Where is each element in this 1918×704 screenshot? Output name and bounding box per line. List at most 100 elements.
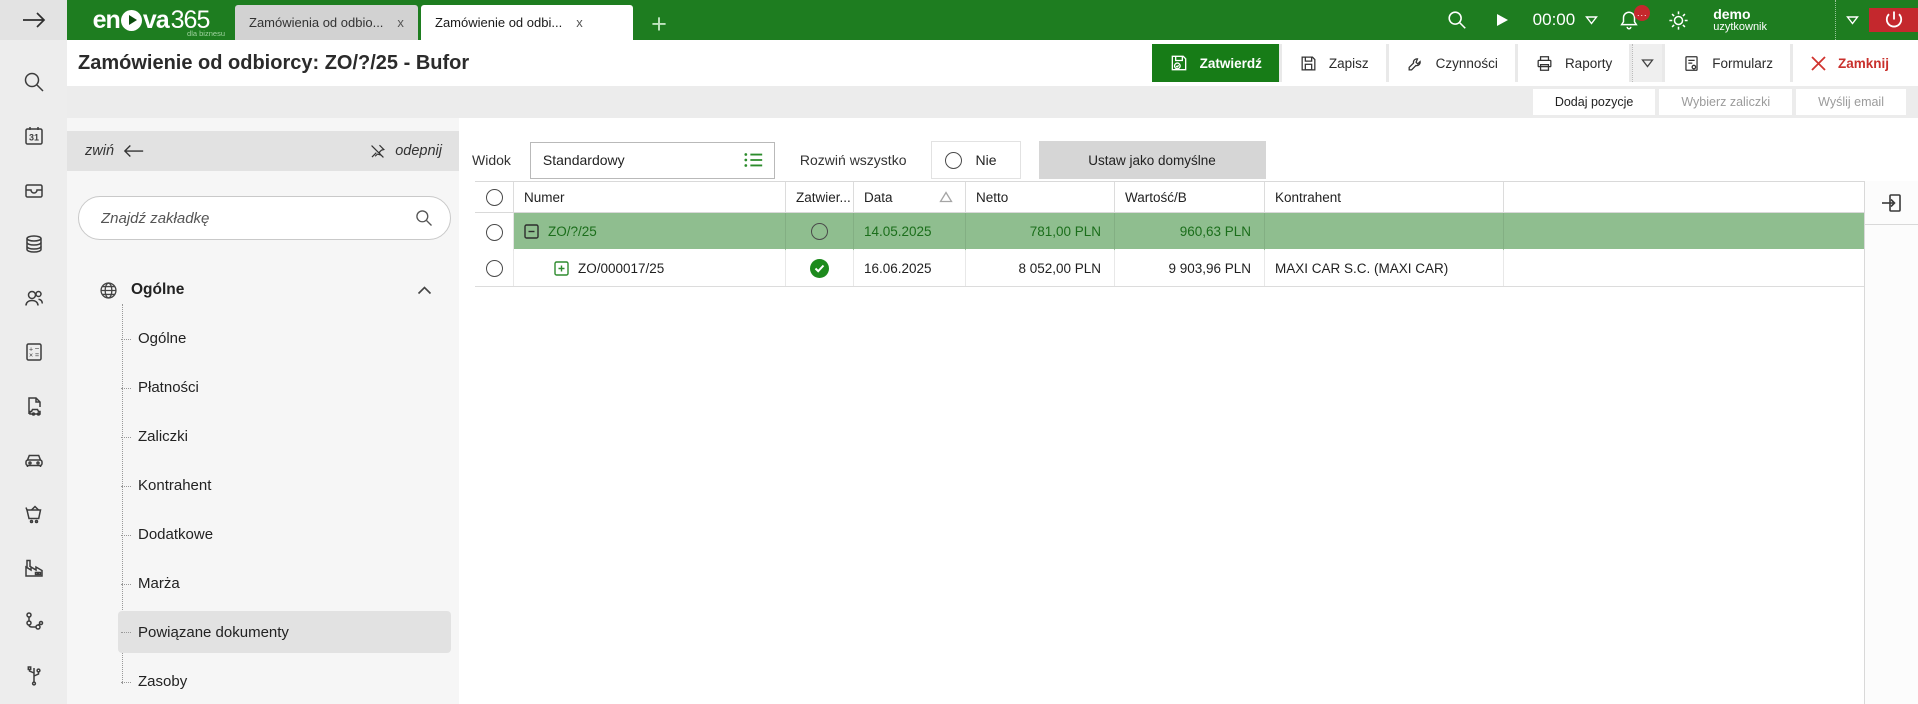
tree-item-platnosci[interactable]: Płatności: [118, 363, 451, 412]
contacts-icon[interactable]: [22, 286, 46, 310]
row-gross-cell[interactable]: 9 903,96 PLN: [1115, 251, 1265, 286]
integrations-icon[interactable]: [22, 664, 46, 688]
documents-table: Numer Zatwier... Data Netto Wartość/B Ko…: [475, 181, 1864, 287]
tree-item-kontrahent[interactable]: Kontrahent: [118, 461, 451, 510]
radio-icon: [811, 222, 828, 240]
column-netto[interactable]: Netto: [966, 182, 1115, 212]
column-zatwierdzona[interactable]: Zatwier...: [786, 182, 854, 212]
find-tab-search[interactable]: [78, 196, 451, 240]
send-email-button[interactable]: Wyślij email: [1796, 89, 1906, 115]
table-row[interactable]: ZO/?/25 14.05.2025 781,00 PLN 960,63 PLN: [475, 213, 1864, 251]
row-date-cell[interactable]: 16.06.2025: [854, 251, 966, 286]
calculator-icon[interactable]: + − × =: [22, 340, 46, 364]
row-checkbox[interactable]: [475, 213, 514, 251]
column-numer[interactable]: Numer: [514, 182, 786, 212]
new-tab-button[interactable]: +: [651, 9, 667, 39]
tree-item-dodatkowe[interactable]: Dodatkowe: [118, 510, 451, 559]
collapse-minus-icon[interactable]: [524, 223, 539, 239]
set-default-button[interactable]: Ustaw jako domyślne: [1038, 141, 1266, 179]
row-gross-cell[interactable]: 960,63 PLN: [1115, 213, 1265, 251]
page-title: Zamówienie od odbiorcy: ZO/?/25 - Bufor: [78, 51, 470, 74]
row-checkbox[interactable]: [475, 251, 514, 286]
calendar-icon[interactable]: 31: [22, 124, 46, 148]
reports-dropdown-button[interactable]: [1632, 44, 1663, 82]
workflow-icon[interactable]: [22, 610, 46, 634]
tab-zamowienie-od-odbiorcy[interactable]: Zamówienie od odbi... x: [421, 5, 633, 40]
collapse-panel-button[interactable]: zwiń: [85, 143, 145, 159]
add-items-button[interactable]: Dodaj pozycje: [1532, 89, 1656, 115]
dock-panel-button[interactable]: [1865, 181, 1918, 225]
gear-icon[interactable]: [1667, 9, 1690, 32]
enova365-logo[interactable]: en va 365 dla biznesu: [67, 0, 235, 40]
close-icon[interactable]: x: [397, 15, 404, 30]
slide-in-icon: [1881, 193, 1901, 212]
globe-icon: [98, 280, 119, 301]
database-icon[interactable]: [22, 232, 46, 256]
logo-tagline: dla biznesu: [187, 29, 225, 38]
row-netto-cell[interactable]: 8 052,00 PLN: [966, 251, 1115, 286]
pick-advances-button[interactable]: Wybierz zaliczki: [1659, 89, 1793, 115]
tab-zamowienia-od-odbiorcy[interactable]: Zamówienia od odbio... x: [235, 5, 418, 40]
row-date-cell[interactable]: 14.05.2025: [854, 213, 966, 251]
logo-text: en va 365: [92, 5, 211, 34]
tree-item-zaliczki[interactable]: Zaliczki: [118, 412, 451, 461]
row-netto-cell[interactable]: 781,00 PLN: [966, 213, 1115, 251]
tabs-tree: Ogólne Ogólne Płatności Zaliczki Kontrah…: [67, 266, 459, 704]
vehicle-document-icon[interactable]: [22, 394, 46, 418]
expand-all-toggle[interactable]: Nie: [930, 141, 1021, 179]
timer-value[interactable]: 00:00: [1532, 10, 1576, 29]
expand-plus-icon[interactable]: [554, 261, 569, 276]
arrow-right-icon: [21, 10, 47, 30]
inbox-icon[interactable]: [22, 178, 46, 202]
notification-badge: ...: [1634, 5, 1651, 21]
column-data[interactable]: Data: [854, 182, 966, 212]
table-row[interactable]: ZO/000017/25 16.06.2025 8 052,00 PLN 9 9…: [475, 251, 1864, 287]
row-numer-cell[interactable]: ZO/000017/25: [514, 251, 786, 286]
row-approved-cell[interactable]: [786, 251, 854, 286]
unpin-panel-button[interactable]: odepnij: [368, 142, 442, 161]
column-wartosc[interactable]: Wartość/B: [1115, 182, 1265, 212]
cart-icon[interactable]: [22, 502, 46, 526]
arrow-left-icon: [123, 144, 145, 158]
production-icon[interactable]: [22, 556, 46, 580]
close-x-icon: [1810, 55, 1827, 72]
main-area: Widok Rozwiń wszystko Nie Ustaw jako dom…: [459, 118, 1918, 704]
column-kontrahent[interactable]: Kontrahent: [1265, 182, 1504, 212]
row-kontrahent-cell[interactable]: [1265, 213, 1504, 251]
panel-header: zwiń odepnij: [67, 131, 459, 171]
row-approved-cell[interactable]: [786, 213, 854, 251]
vehicle-icon[interactable]: [22, 448, 46, 472]
logout-button[interactable]: [1869, 8, 1918, 32]
select-all-checkbox[interactable]: [475, 182, 514, 212]
close-document-button[interactable]: Zamknij: [1792, 44, 1906, 82]
actions-button[interactable]: Czynności: [1388, 44, 1515, 82]
close-icon[interactable]: x: [576, 15, 583, 30]
approve-button[interactable]: Zatwierdź: [1151, 44, 1279, 82]
search-icon[interactable]: [22, 70, 46, 94]
save-button[interactable]: Zapisz: [1281, 44, 1386, 82]
radio-icon: [944, 151, 962, 169]
view-value-input[interactable]: [542, 152, 744, 168]
form-button[interactable]: Formularz: [1665, 44, 1790, 82]
user-name: demo: [1713, 5, 1751, 22]
row-numer-cell[interactable]: ZO/?/25: [514, 213, 786, 251]
tree-item-marza[interactable]: Marża: [118, 559, 451, 608]
sidebar-expand-button[interactable]: [0, 0, 67, 40]
view-select[interactable]: [529, 141, 775, 179]
chevron-down-icon[interactable]: [1846, 15, 1859, 25]
reports-button[interactable]: Raporty: [1517, 44, 1630, 82]
tree-item-powiazane-dokumenty[interactable]: Powiązane dokumenty: [118, 611, 451, 653]
search-input[interactable]: [101, 209, 414, 227]
tree-group-ogolne[interactable]: Ogólne: [67, 266, 459, 314]
search-icon[interactable]: [1446, 9, 1468, 31]
tree-item-zasoby[interactable]: Zasoby: [118, 657, 451, 704]
play-icon[interactable]: [1494, 12, 1510, 28]
row-kontrahent-cell[interactable]: MAXI CAR S.C. (MAXI CAR): [1265, 251, 1504, 286]
chevron-down-icon[interactable]: [1585, 15, 1599, 25]
notifications-button[interactable]: ...: [1618, 5, 1651, 31]
printer-icon: [1535, 54, 1554, 73]
chevron-up-icon[interactable]: [417, 285, 432, 295]
user-menu[interactable]: demo uzytkownik: [1713, 7, 1767, 33]
radio-icon: [485, 260, 503, 277]
tree-item-ogolne[interactable]: Ogólne: [118, 314, 451, 363]
